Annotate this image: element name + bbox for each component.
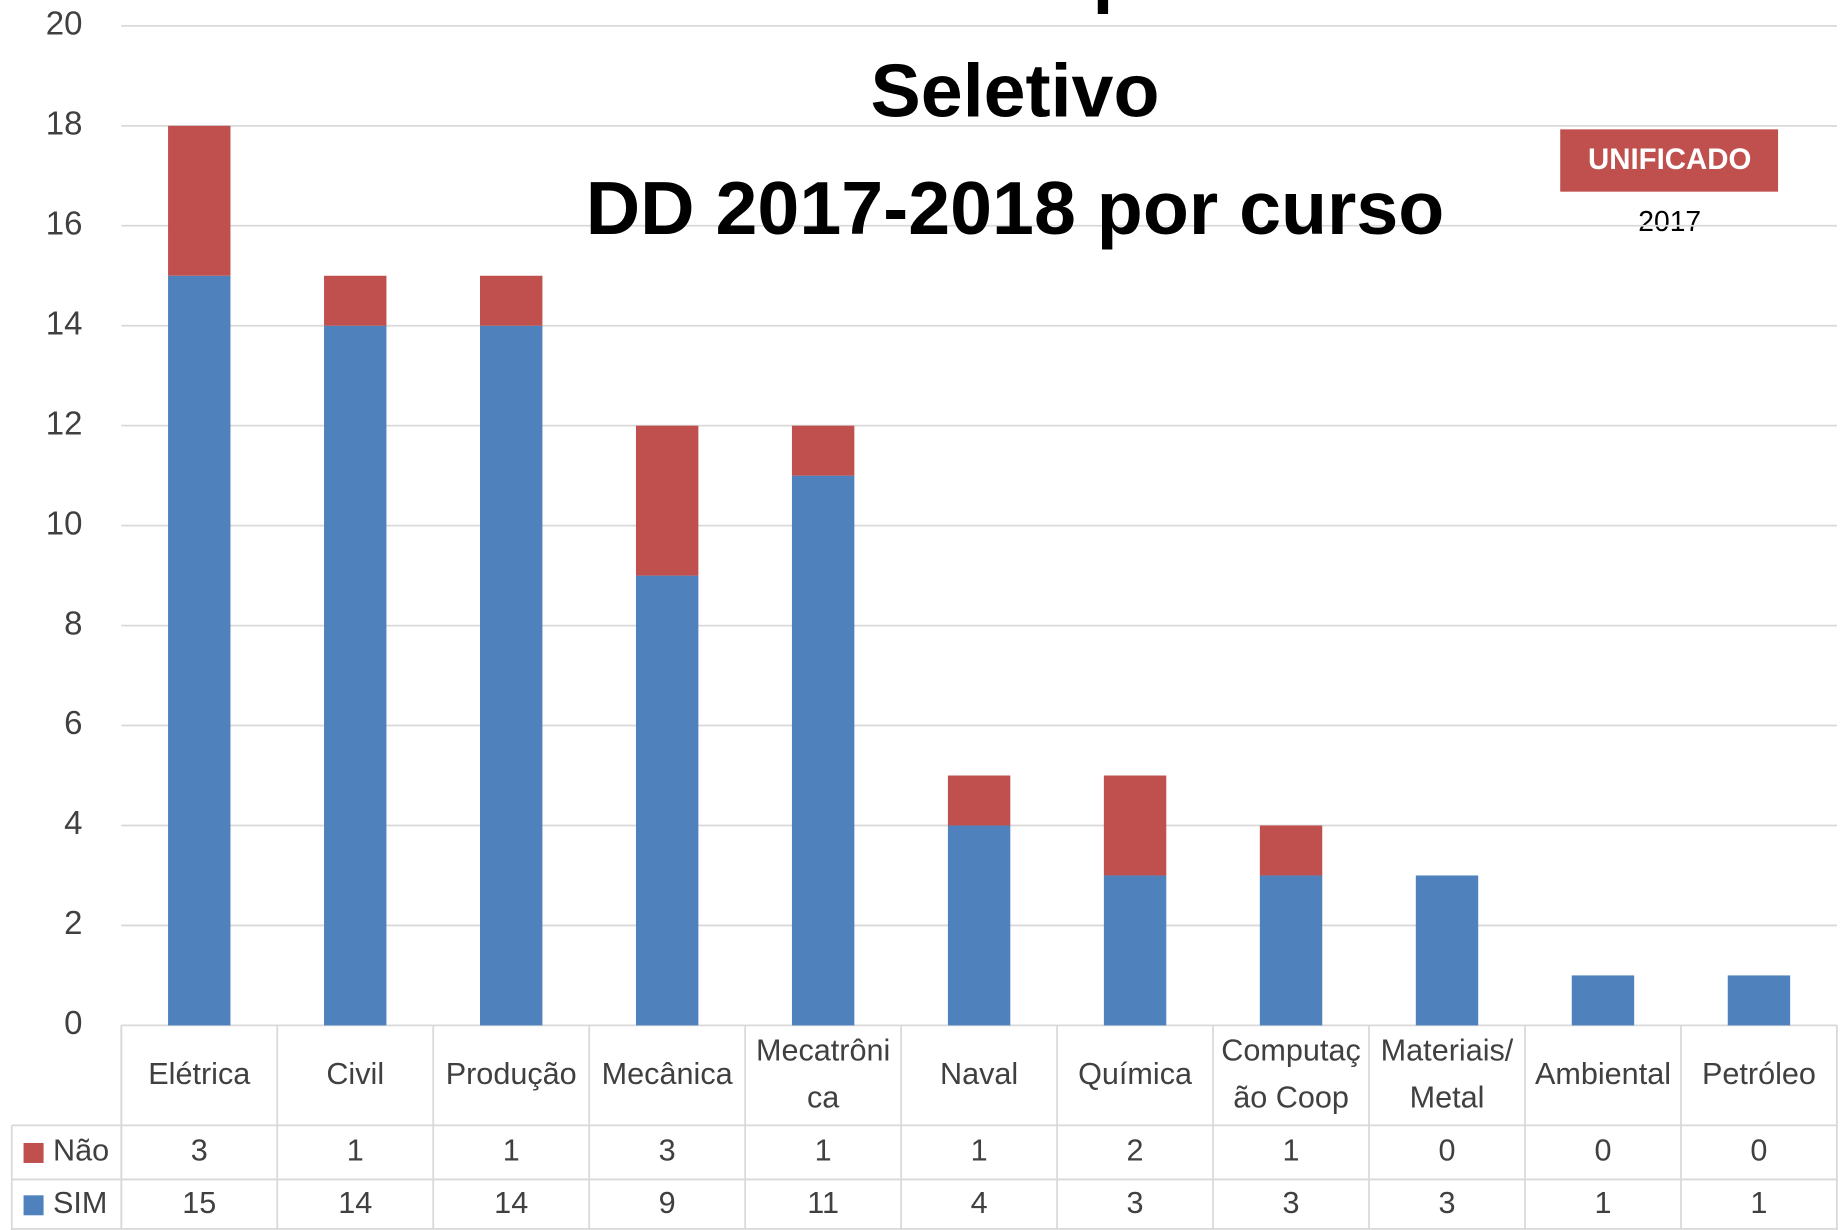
bar-segment [168, 275, 231, 1026]
x-category-label: Materiais/Metal [1381, 1034, 1514, 1115]
table-value: 1 [971, 1133, 988, 1167]
y-tick-label: 14 [46, 304, 83, 341]
bar-segment [168, 125, 231, 276]
y-tick-label: 4 [64, 804, 82, 841]
table-value: 1 [1750, 1186, 1767, 1220]
x-category-label: Computaç ão Coop [1221, 1034, 1360, 1115]
y-tick-label: 18 [46, 105, 83, 142]
table-value: 2 [1127, 1133, 1144, 1167]
legend-swatch [23, 1195, 44, 1216]
table-value: 3 [191, 1133, 208, 1167]
y-tick-label: 20 [46, 5, 83, 42]
table-value: 14 [338, 1186, 372, 1220]
bar-segment [635, 425, 699, 576]
table-value: 0 [1594, 1133, 1611, 1167]
table-value: 1 [1283, 1133, 1300, 1167]
bar-segment [947, 775, 1011, 826]
bar-segment [947, 825, 1011, 1026]
table-value: 11 [807, 1186, 839, 1220]
bar-segment [1259, 875, 1323, 1026]
table-value: 14 [494, 1186, 528, 1220]
legend-swatch [23, 1142, 44, 1163]
badge-label: UNIFICADO [1588, 143, 1751, 176]
badge [1560, 129, 1779, 192]
table-value: 0 [1439, 1133, 1456, 1167]
table-value: 1 [347, 1133, 364, 1167]
bar-segment [791, 425, 855, 476]
bar-segment [1259, 825, 1323, 876]
table-value: 15 [182, 1186, 216, 1220]
table-value: 1 [1594, 1186, 1611, 1220]
y-tick-label: 10 [46, 504, 83, 541]
y-tick-label: 6 [64, 704, 82, 741]
table-value: 4 [971, 1186, 988, 1220]
bar-segment [1727, 975, 1791, 1026]
table-value: 9 [659, 1186, 676, 1220]
table-value: 3 [1283, 1186, 1300, 1220]
x-category-label: Petróleo [1702, 1057, 1816, 1091]
table-value: 3 [659, 1133, 676, 1167]
x-category-label: Ambiental [1535, 1057, 1671, 1091]
y-tick-label: 2 [64, 904, 82, 941]
bar-segment [1103, 875, 1167, 1026]
legend-label: Não [53, 1133, 109, 1167]
legend-label: SIM [53, 1186, 107, 1220]
bar-segment [324, 275, 387, 326]
bar-segment [635, 575, 699, 1026]
badge-year: 2017 [1638, 205, 1701, 237]
x-category-label: Química [1078, 1057, 1192, 1091]
x-category-label: Produção [446, 1057, 577, 1091]
y-tick-label: 8 [64, 604, 82, 641]
bar-segment [324, 325, 387, 1026]
table-value: 3 [1127, 1186, 1144, 1220]
y-tick-label: 12 [46, 404, 83, 441]
y-tick-label: 16 [46, 204, 83, 241]
table-value: 1 [815, 1133, 832, 1167]
table-value: 3 [1439, 1186, 1456, 1220]
x-category-label: Elétrica [148, 1057, 250, 1091]
table-value: 0 [1750, 1133, 1767, 1167]
table-value: 1 [503, 1133, 520, 1167]
bar-segment [791, 475, 855, 1026]
chart-title: DD 2017-2018 por curso [586, 166, 1445, 250]
bar-segment [1103, 775, 1167, 876]
bar-segment [480, 325, 543, 1026]
chart-title: Seletivo [871, 48, 1160, 132]
x-category-label: Civil [326, 1057, 384, 1091]
bar-segment [1415, 875, 1479, 1026]
x-category-label: Naval [940, 1057, 1018, 1091]
bar-segment [480, 275, 543, 326]
bar-segment [1571, 975, 1635, 1026]
x-category-label: Mecânica [602, 1057, 733, 1091]
x-category-label: Mecatrôni ca [756, 1034, 890, 1115]
chart-title: Resultado da 1a Etapa do Processo [376, 0, 1653, 15]
y-tick-label: 0 [64, 1004, 82, 1041]
